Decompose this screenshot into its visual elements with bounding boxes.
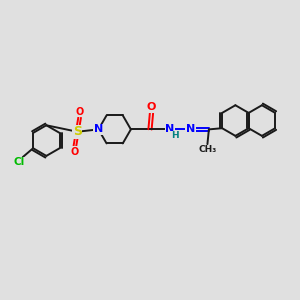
Text: S: S bbox=[73, 125, 82, 138]
Text: O: O bbox=[147, 102, 156, 112]
Text: N: N bbox=[94, 124, 103, 134]
Text: H: H bbox=[171, 131, 178, 140]
Text: O: O bbox=[76, 107, 84, 117]
Text: CH₃: CH₃ bbox=[198, 146, 217, 154]
Text: N: N bbox=[186, 124, 195, 134]
Text: O: O bbox=[71, 147, 79, 157]
Text: Cl: Cl bbox=[14, 157, 25, 167]
Text: N: N bbox=[165, 124, 174, 134]
